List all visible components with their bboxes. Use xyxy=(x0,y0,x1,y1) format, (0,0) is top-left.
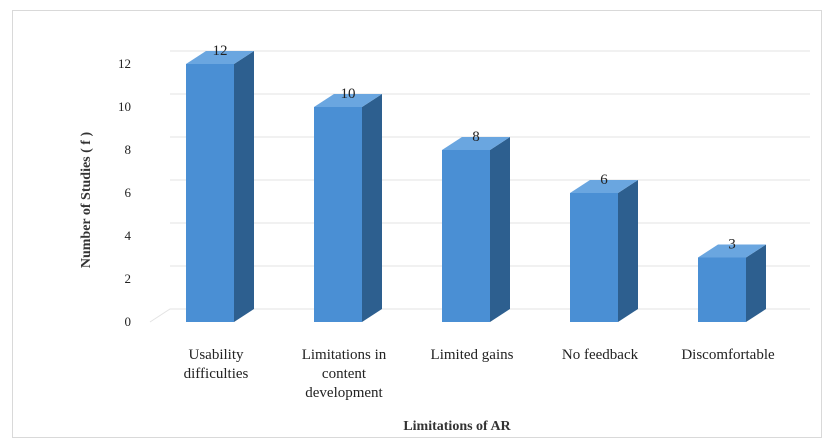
x-tick-label-line: Usability xyxy=(189,347,244,363)
x-axis-category-labels: Usability difficulties Limitations in conte… xyxy=(184,347,775,401)
x-tick-label-line: difficulties xyxy=(184,366,249,382)
chart-frame xyxy=(12,10,822,438)
data-label: 3 xyxy=(728,237,736,253)
x-tick-label-line: No feedback xyxy=(562,347,639,363)
bar-side xyxy=(362,94,382,322)
x-tick-label-line: Discomfortable xyxy=(681,347,775,363)
x-tick-label-line: development xyxy=(305,385,383,401)
y-tick-label: 0 xyxy=(125,314,132,329)
x-tick-label: Limitations in content development xyxy=(302,347,387,401)
data-label: 10 xyxy=(341,86,356,102)
bar-top xyxy=(314,94,382,107)
x-tick-label-line: Limitations in xyxy=(302,347,387,363)
bar-top xyxy=(186,51,254,64)
y-axis-title: Number of Studies ( f ) xyxy=(79,132,94,269)
bar-top xyxy=(442,137,510,150)
bar-front xyxy=(186,64,234,322)
bar-front xyxy=(314,107,362,322)
data-label: 12 xyxy=(213,43,228,59)
y-tick-label: 12 xyxy=(118,56,131,71)
data-labels: 12 10 8 6 3 xyxy=(213,43,736,253)
bars xyxy=(186,51,766,322)
x-tick-label-line: content xyxy=(322,366,367,382)
data-label: 8 xyxy=(472,129,480,145)
y-axis-ticks: 0 2 4 6 8 10 12 xyxy=(118,56,132,329)
bar-front xyxy=(442,150,490,322)
y-tick-label: 2 xyxy=(125,271,132,286)
bar xyxy=(442,137,510,322)
bar-side xyxy=(746,244,766,322)
x-tick-label: Limited gains xyxy=(431,347,514,363)
bar-front xyxy=(570,193,618,322)
bar-top xyxy=(698,244,766,258)
bar-side xyxy=(490,137,510,322)
bar-side xyxy=(234,51,254,322)
x-tick-label: No feedback xyxy=(562,347,639,363)
bar xyxy=(314,94,382,322)
x-tick-label: Discomfortable xyxy=(681,347,775,363)
x-tick-label-line: Limited gains xyxy=(431,347,514,363)
x-axis-title: Limitations of AR xyxy=(403,419,511,434)
bar xyxy=(698,244,766,322)
y-tick-label: 8 xyxy=(125,142,132,157)
bar xyxy=(186,51,254,322)
bar xyxy=(570,180,638,322)
y-tick-label: 6 xyxy=(125,185,132,200)
bar-top xyxy=(570,180,638,193)
y-tick-label: 4 xyxy=(125,228,132,243)
y-tick-label: 10 xyxy=(118,99,131,114)
x-tick-label: Usability difficulties xyxy=(184,347,249,382)
data-label: 6 xyxy=(600,172,608,188)
bar-front xyxy=(698,257,746,322)
bar-side xyxy=(618,180,638,322)
